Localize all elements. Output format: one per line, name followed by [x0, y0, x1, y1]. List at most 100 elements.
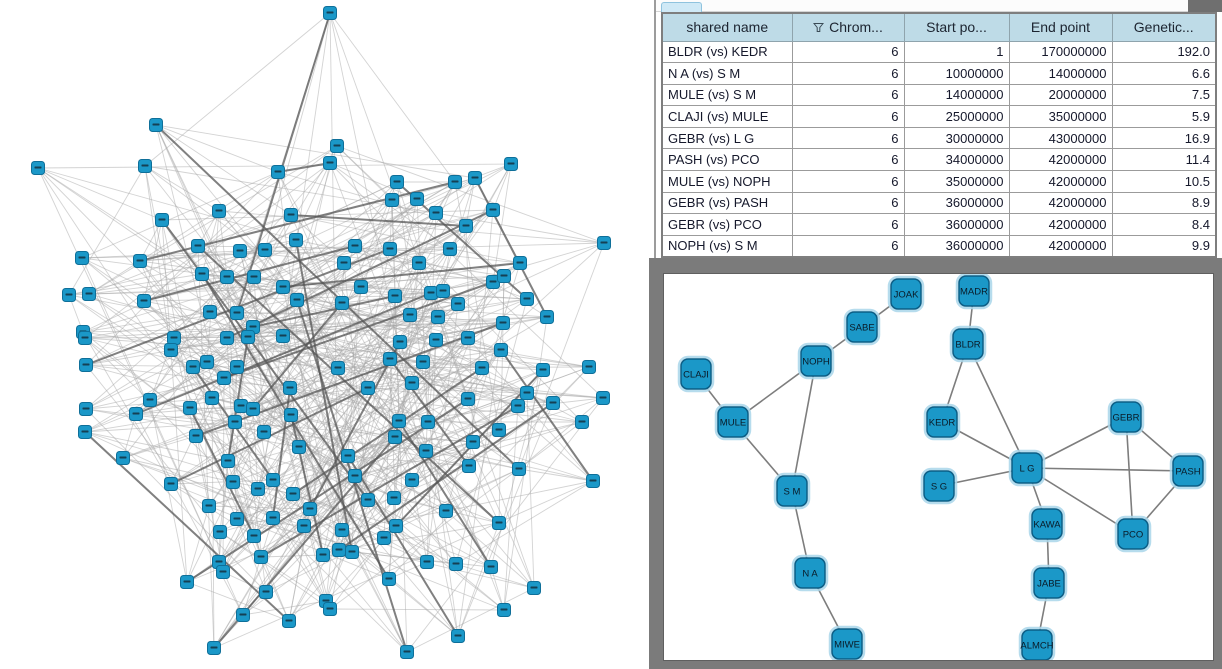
- table-row[interactable]: CLAJI (vs) MULE 6 25000000 35000000 5.9: [661, 105, 1217, 128]
- graph-node-label: [543, 315, 551, 318]
- network-edge: [173, 337, 331, 610]
- graph-node[interactable]: [1011, 452, 1043, 484]
- graph-node-label: [219, 570, 227, 573]
- graph-node-label: [385, 577, 393, 580]
- table-row[interactable]: GEBR (vs) PCO 6 36000000 42000000 8.4: [661, 213, 1217, 236]
- table-row[interactable]: NOPH (vs) S M 6 36000000 42000000 9.9: [661, 234, 1217, 258]
- network-edge-thick: [226, 209, 494, 339]
- graph-node[interactable]: [831, 628, 863, 660]
- network-edge: [389, 248, 594, 482]
- network-edge: [518, 468, 594, 482]
- graph-node-label: [462, 224, 470, 227]
- graph-node[interactable]: [890, 278, 922, 310]
- network-edge-thick: [290, 214, 467, 227]
- table-cell: 43000000: [1008, 126, 1113, 150]
- column-header[interactable]: Start po...: [903, 12, 1010, 42]
- table-row[interactable]: N A (vs) S M 6 10000000 14000000 6.6: [661, 62, 1217, 85]
- graph-node-label: [295, 445, 303, 448]
- graph-node-label: [260, 430, 268, 433]
- graph-node-label: [395, 419, 403, 422]
- table-row[interactable]: MULE (vs) NOPH 6 35000000 42000000 10.5: [661, 170, 1217, 193]
- graph-node[interactable]: [1117, 518, 1149, 550]
- main-network-canvas[interactable]: [0, 0, 649, 669]
- table-cell: 6: [791, 83, 905, 107]
- table-tab[interactable]: [661, 2, 702, 12]
- graph-node[interactable]: [1021, 629, 1053, 660]
- graph-node-halo: [843, 308, 881, 346]
- network-edge: [37, 167, 163, 221]
- network-edge-thick: [186, 398, 469, 583]
- network-edge: [68, 165, 146, 296]
- graph-node-label: [237, 404, 245, 407]
- network-edge: [84, 337, 408, 653]
- graph-node-label: [489, 280, 497, 283]
- graph-node[interactable]: [952, 328, 984, 360]
- graph-node[interactable]: [1172, 455, 1204, 487]
- network-edge: [189, 239, 297, 409]
- graph-node-label: [236, 249, 244, 252]
- graph-node[interactable]: [717, 406, 749, 438]
- graph-node[interactable]: [926, 406, 958, 438]
- graph-node[interactable]: [1033, 567, 1065, 599]
- graph-node[interactable]: [846, 311, 878, 343]
- table-cell: 6: [791, 170, 905, 193]
- table-row[interactable]: MULE (vs) S M 6 14000000 20000000 7.5: [661, 83, 1217, 107]
- table-cell: 42000000: [1008, 213, 1113, 236]
- graph-node[interactable]: [800, 345, 832, 377]
- graph-node[interactable]: [680, 358, 712, 390]
- graph-node-label: [454, 634, 462, 637]
- column-header[interactable]: Genetic...: [1111, 12, 1217, 42]
- graph-node-label: [351, 244, 359, 247]
- graph-node-label: [132, 412, 140, 415]
- network-edge: [242, 554, 324, 616]
- network-edge: [329, 162, 583, 423]
- column-header[interactable]: shared name: [661, 12, 793, 42]
- network-edge-thick: [309, 341, 401, 510]
- graph-node-label: [419, 360, 427, 363]
- network-edge-thick: [347, 455, 459, 637]
- graph-node[interactable]: [923, 470, 955, 502]
- graph-node-label: [495, 521, 503, 524]
- graph-node-label: [239, 613, 247, 616]
- network-edge: [213, 480, 594, 649]
- filtered-network-canvas-frame: JOAK SABE NOPH CLAJI MULE S M N A MIWE MADR BLDR K…: [663, 273, 1214, 661]
- graph-node-label: [326, 11, 334, 14]
- graph-node-label: [293, 298, 301, 301]
- network-edge: [492, 163, 512, 283]
- graph-node-halo: [1107, 398, 1145, 436]
- network-edge: [455, 480, 594, 565]
- graph-node-label: [408, 381, 416, 384]
- table-row[interactable]: GEBR (vs) PASH 6 36000000 42000000 8.9: [661, 191, 1217, 215]
- graph-node[interactable]: [776, 475, 808, 507]
- graph-node-label: [250, 275, 258, 278]
- filter-icon[interactable]: [813, 22, 825, 33]
- network-edge: [226, 276, 236, 423]
- graph-node-label: [249, 325, 257, 328]
- graph-node-label: [34, 166, 42, 169]
- network-edge: [242, 262, 521, 616]
- network-edge: [277, 171, 324, 556]
- graph-node-label: SABE: [849, 323, 874, 334]
- graph-node-label: [406, 313, 414, 316]
- graph-node[interactable]: [1110, 401, 1142, 433]
- graph-node[interactable]: [958, 275, 990, 307]
- network-edge: [82, 331, 172, 485]
- network-edge: [155, 124, 476, 179]
- graph-node-label: [500, 608, 508, 611]
- table-cell: 42000000: [1008, 234, 1113, 258]
- table-cell: 6.6: [1111, 62, 1217, 85]
- graph-node-label: [391, 435, 399, 438]
- graph-node-label: KAWA: [1033, 520, 1061, 531]
- graph-node-label: [326, 607, 334, 610]
- filtered-network-canvas[interactable]: JOAK SABE NOPH CLAJI MULE S M N A MIWE MADR BLDR K…: [664, 274, 1213, 660]
- column-header-label: Chrom...: [829, 19, 883, 36]
- table-row[interactable]: BLDR (vs) KEDR 6 1 170000000 192.0: [661, 40, 1217, 64]
- column-header[interactable]: End point: [1008, 12, 1113, 42]
- graph-node[interactable]: [1031, 508, 1063, 540]
- table-row[interactable]: PASH (vs) PCO 6 34000000 42000000 11.4: [661, 148, 1217, 172]
- graph-node[interactable]: [794, 557, 826, 589]
- graph-node-label: [589, 479, 597, 482]
- column-header[interactable]: Chrom...: [791, 12, 905, 42]
- table-row[interactable]: GEBR (vs) L G 6 30000000 43000000 16.9: [661, 126, 1217, 150]
